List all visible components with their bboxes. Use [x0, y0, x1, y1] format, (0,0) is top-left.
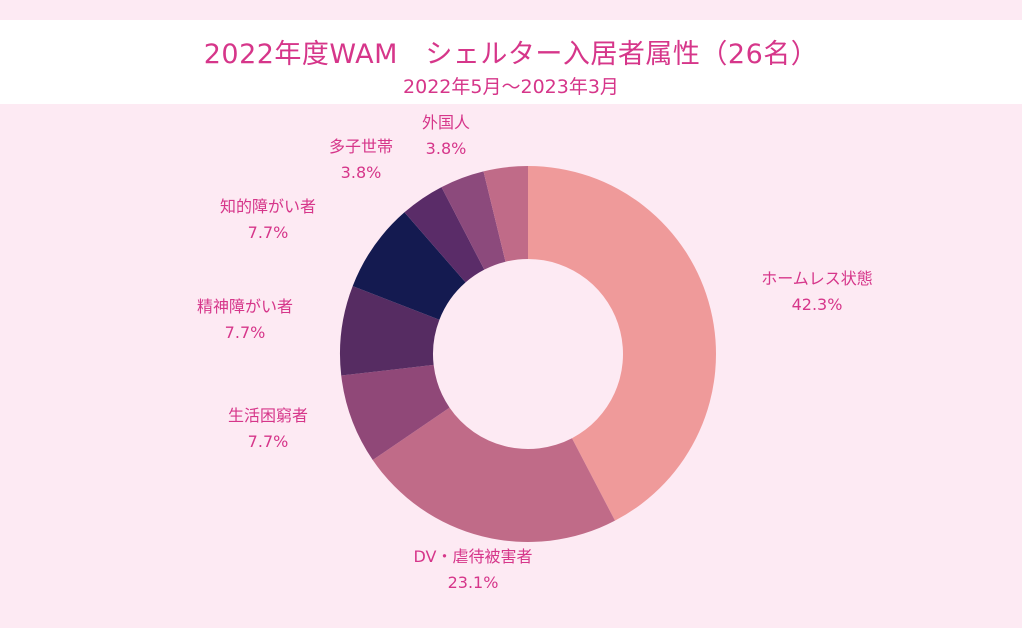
slice-label-value-6: 3.8%: [426, 139, 467, 158]
chart-title: 2022年度WAM シェルター入居者属性（26名）: [203, 39, 819, 70]
slice-labels: ホームレス状態 42.3% DV・虐待被害者 23.1% 生活困窮者 7.7% 精神障がい者…: [197, 113, 873, 592]
slice-label-value-0: 42.3%: [792, 295, 843, 314]
slice-5: [404, 187, 485, 283]
slice-label-name-6: 外国人: [422, 113, 470, 132]
donut-slices: [339, 166, 717, 542]
slice-label-value-1: 23.1%: [448, 573, 499, 592]
slice-label-name-3: 精神障がい者: [197, 297, 293, 316]
slice-2: [341, 364, 450, 461]
slice-label-value-2: 7.7%: [248, 432, 289, 451]
slice-3: [339, 286, 440, 376]
title-band: [0, 20, 1022, 104]
slice-0: [528, 166, 717, 521]
slice-4: [352, 212, 466, 320]
chart-subtitle: 2022年5月～2023年3月: [403, 76, 619, 98]
slice-6: [441, 171, 506, 270]
slice-label-name-1: DV・虐待被害者: [414, 547, 533, 566]
slice-label-name-4: 知的障がい者: [220, 197, 316, 216]
slice-label-name-0: ホームレス状態: [761, 269, 873, 288]
slice-label-value-3: 7.7%: [225, 323, 266, 342]
slice-label-name-2: 生活困窮者: [228, 406, 308, 425]
slice-label-name-5: 多子世帯: [329, 137, 393, 156]
slice-1: [372, 407, 616, 542]
slice-label-value-5: 3.8%: [341, 163, 382, 182]
slice-7: [483, 166, 528, 262]
slice-label-value-4: 7.7%: [248, 223, 289, 242]
